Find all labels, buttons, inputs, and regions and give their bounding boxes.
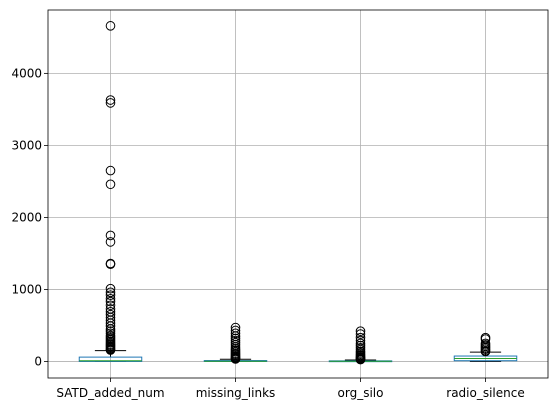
outlier-point <box>105 259 116 270</box>
outlier-point <box>105 290 116 300</box>
x-tick-label: SATD_added_num <box>56 386 164 400</box>
outlier-point <box>355 326 366 336</box>
box-group-org_silo <box>328 326 393 365</box>
y-tick-label: 4000 <box>11 66 42 80</box>
outlier-point <box>105 296 116 307</box>
x-tick-label: org_silo <box>338 386 384 400</box>
axis-layer: 0 1000 2000 3000 4000 SATD_added_num missing_l… <box>11 66 524 400</box>
box-group-SATD_added_num <box>78 21 143 362</box>
x-tick-label: radio_silence <box>446 386 524 400</box>
outlier-point <box>105 237 116 247</box>
outlier-point <box>355 354 366 365</box>
outlier-point <box>105 21 116 31</box>
plot-area-frame <box>47 9 549 379</box>
outlier-point <box>230 328 241 339</box>
outlier-point <box>105 324 116 334</box>
outlier-point <box>230 354 241 364</box>
box-layer <box>78 21 518 365</box>
outlier-point <box>105 321 116 331</box>
outlier-point <box>105 328 116 339</box>
outlier-point <box>105 318 116 329</box>
outlier-point <box>105 293 116 304</box>
outlier-point <box>105 98 116 108</box>
y-tick-label: 3000 <box>11 138 42 152</box>
outlier-point <box>480 346 491 357</box>
outlier-point <box>105 300 116 311</box>
box-iqr <box>78 356 143 362</box>
outlier-point <box>105 230 116 241</box>
x-tick-label: missing_links <box>196 386 276 400</box>
outlier-point <box>105 179 116 190</box>
grid-layer <box>48 10 548 378</box>
outlier-point <box>105 165 116 176</box>
outlier-point <box>355 332 366 343</box>
outlier-point <box>230 325 241 336</box>
outlier-point <box>355 338 366 349</box>
y-tick-label: 0 <box>34 354 42 368</box>
y-tick-label: 2000 <box>11 210 42 224</box>
box-group-radio_silence <box>453 332 518 362</box>
outlier-point <box>105 95 116 105</box>
outlier-point <box>105 345 116 355</box>
outlier-point <box>105 287 116 298</box>
outlier-point <box>105 283 116 294</box>
y-tick-label: 1000 <box>11 282 42 296</box>
box-group-missing_links <box>203 322 268 364</box>
outlier-point <box>355 329 366 339</box>
